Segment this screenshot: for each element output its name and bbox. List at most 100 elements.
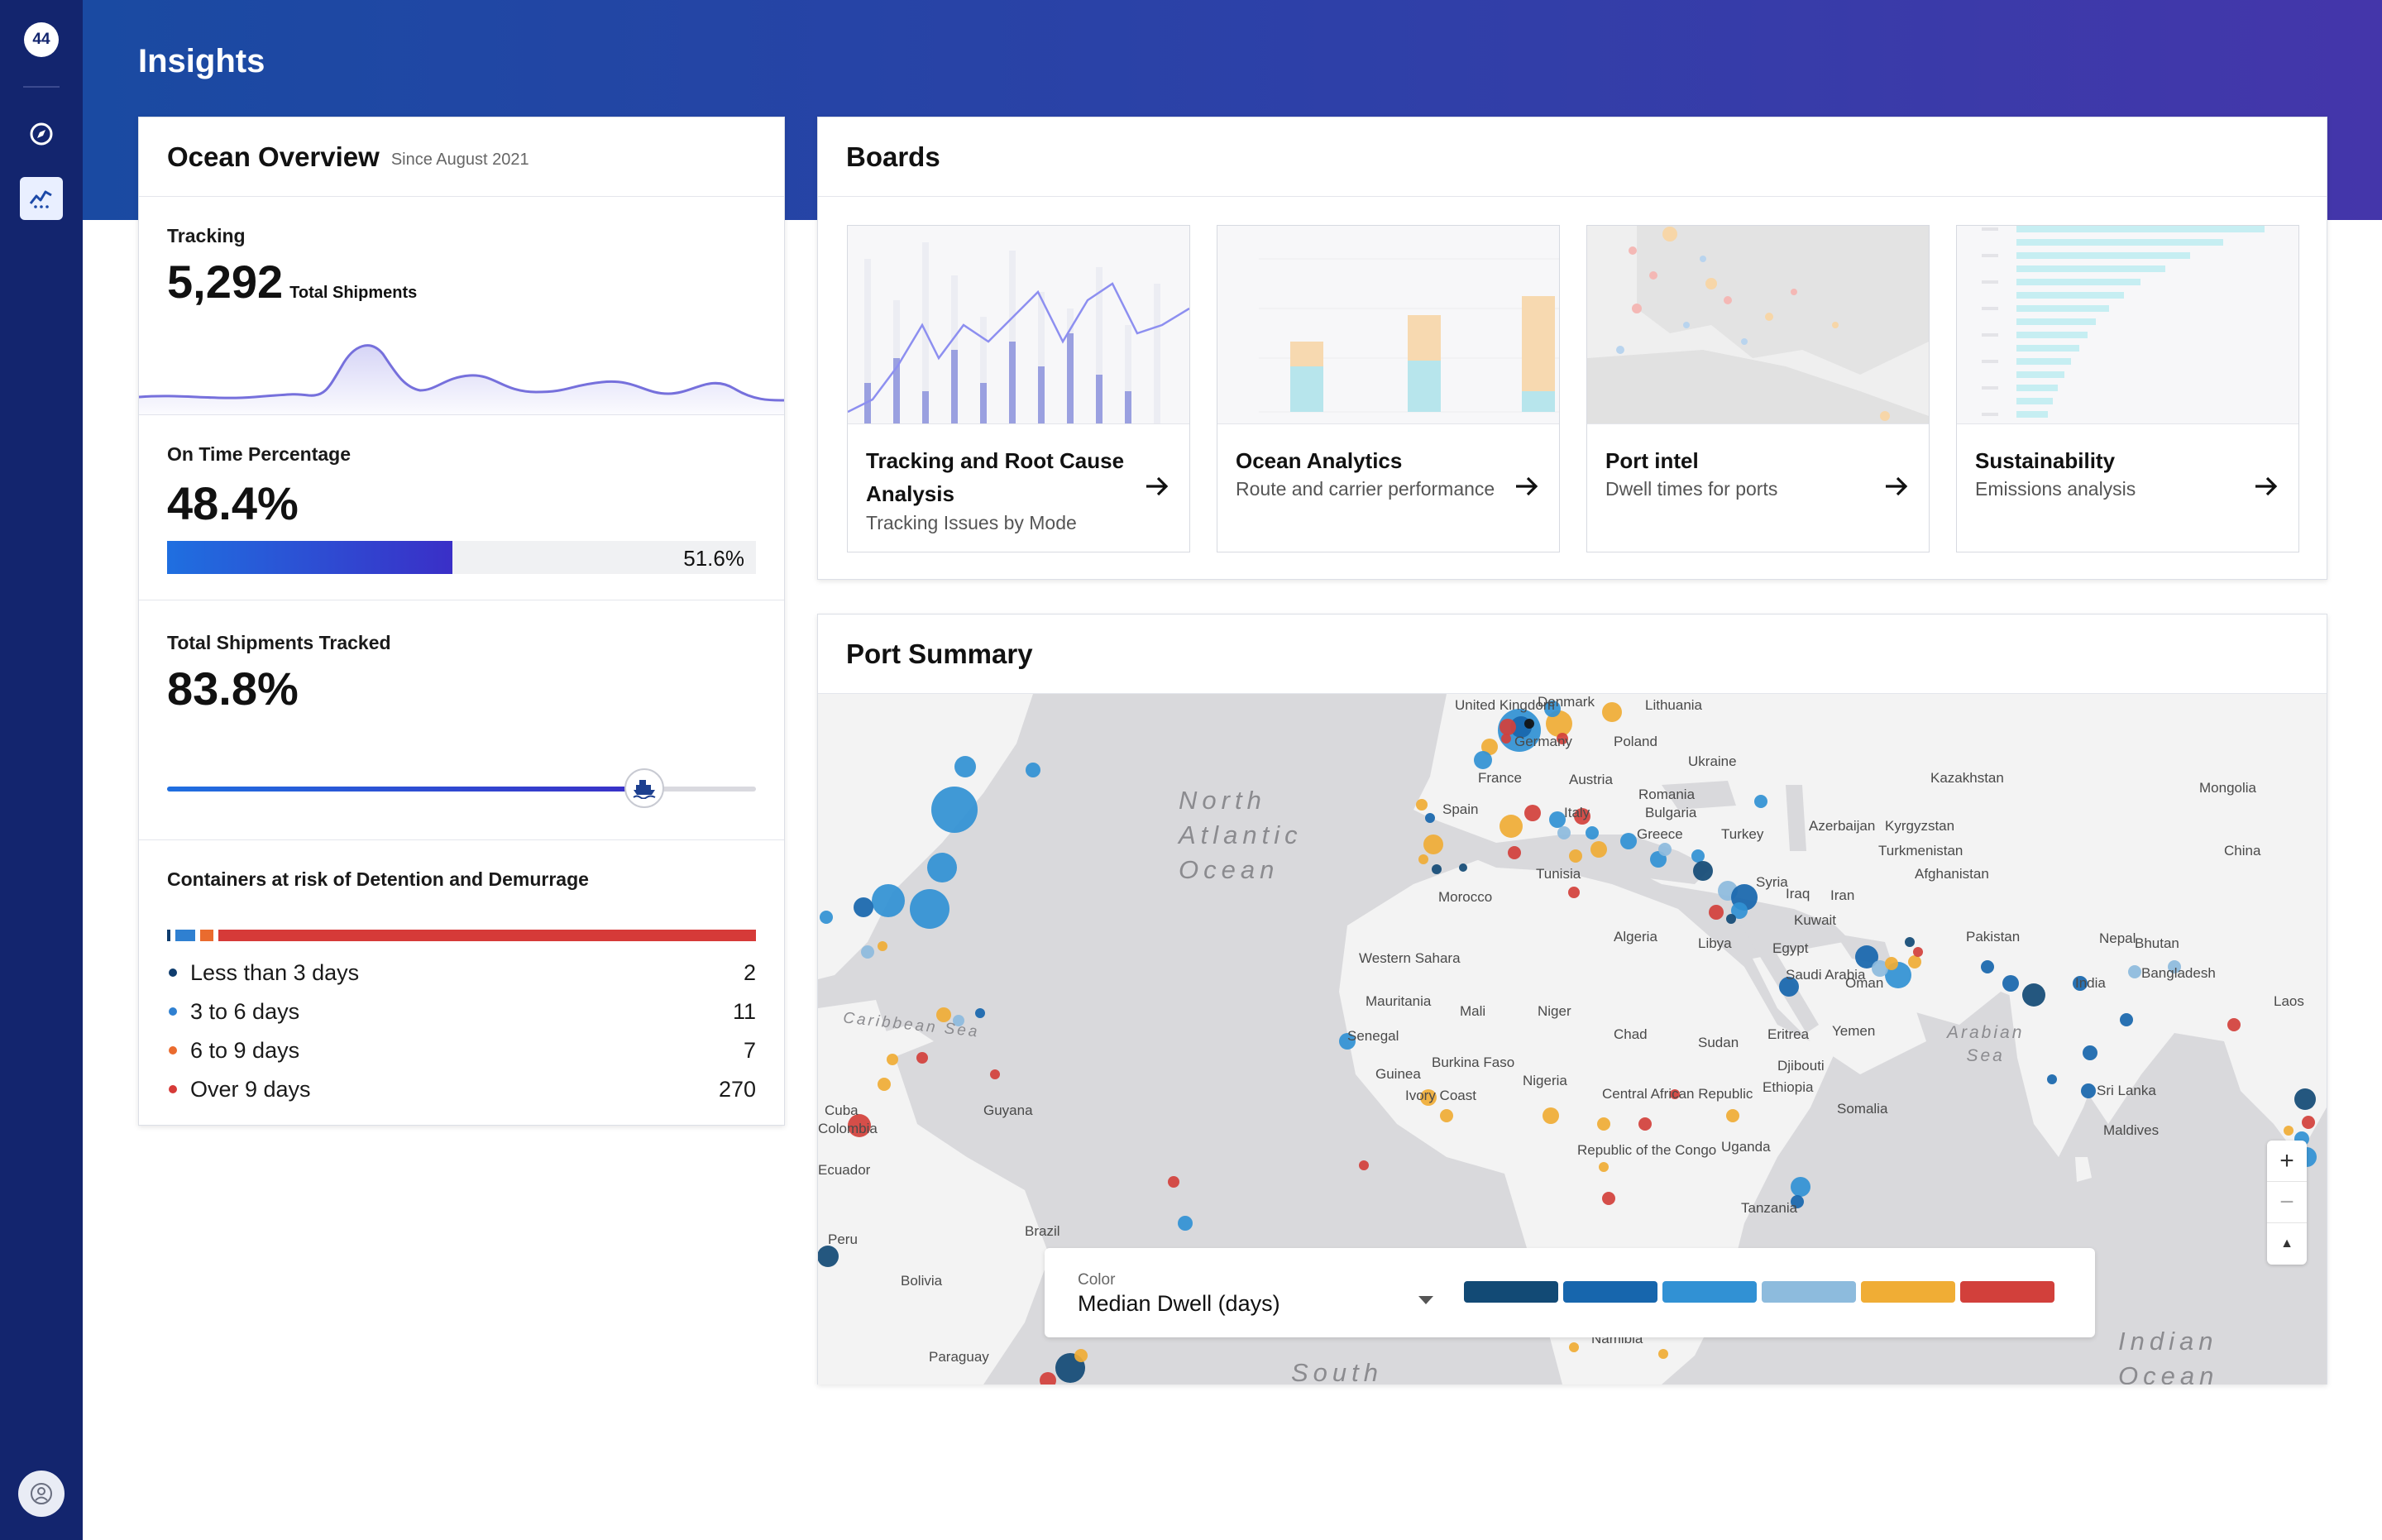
port-marker[interactable] — [1791, 1177, 1810, 1197]
port-marker[interactable] — [848, 1114, 871, 1137]
port-marker[interactable] — [1339, 1033, 1356, 1050]
port-marker[interactable] — [1549, 811, 1566, 828]
risk-row-6-9[interactable]: 6 to 9 days 7 — [167, 1034, 756, 1067]
port-marker[interactable] — [1791, 1195, 1804, 1208]
port-marker[interactable] — [2120, 1013, 2133, 1026]
port-marker[interactable] — [1726, 1109, 1739, 1122]
port-marker[interactable] — [1500, 719, 1516, 735]
port-marker[interactable] — [910, 889, 949, 929]
port-marker[interactable] — [2081, 1083, 2096, 1098]
port-marker[interactable] — [1544, 701, 1561, 717]
port-marker[interactable] — [1658, 843, 1672, 856]
port-marker[interactable] — [975, 1008, 985, 1018]
port-marker[interactable] — [2302, 1116, 2315, 1129]
port-marker[interactable] — [2168, 960, 2181, 973]
port-map[interactable]: North Atlantic Ocean Caribbean Sea Arabian… — [818, 694, 2327, 1385]
port-marker[interactable] — [1885, 957, 1898, 970]
port-marker[interactable] — [954, 756, 976, 777]
chevron-down-icon[interactable] — [1418, 1296, 1433, 1304]
port-marker[interactable] — [1026, 763, 1040, 777]
port-marker[interactable] — [2047, 1074, 2057, 1084]
port-marker[interactable] — [1416, 799, 1428, 811]
port-marker[interactable] — [2002, 975, 2019, 992]
port-marker[interactable] — [1574, 808, 1590, 825]
port-marker[interactable] — [1590, 841, 1607, 858]
port-marker[interactable] — [1425, 813, 1435, 823]
port-marker[interactable] — [1658, 1349, 1668, 1359]
port-marker[interactable] — [1638, 1117, 1652, 1131]
sidebar-item-insights[interactable] — [20, 177, 63, 220]
port-marker[interactable] — [1557, 733, 1568, 744]
port-marker[interactable] — [1423, 835, 1443, 854]
port-marker[interactable] — [1754, 795, 1767, 808]
port-marker[interactable] — [1440, 1109, 1453, 1122]
sidebar-item-tracking[interactable] — [20, 112, 63, 155]
port-marker[interactable] — [1872, 960, 1888, 977]
reset-north-button[interactable]: ▲ — [2280, 1236, 2294, 1251]
port-marker[interactable] — [818, 1246, 839, 1267]
risk-row-less-3[interactable]: Less than 3 days 2 — [167, 956, 756, 989]
port-marker[interactable] — [2227, 1018, 2241, 1031]
port-marker[interactable] — [2073, 976, 2088, 991]
port-marker[interactable] — [1855, 945, 1878, 968]
port-marker[interactable] — [1481, 739, 1498, 755]
port-marker[interactable] — [2022, 983, 2045, 1007]
port-marker[interactable] — [1474, 751, 1492, 769]
port-marker[interactable] — [887, 1054, 898, 1065]
port-marker[interactable] — [872, 884, 905, 917]
board-sustainability[interactable]: Sustainability Emissions analysis — [1956, 225, 2299, 552]
port-marker[interactable] — [931, 787, 978, 833]
port-marker[interactable] — [861, 945, 874, 959]
board-tracking-root-cause[interactable]: Tracking and Root Cause Analysis Trackin… — [847, 225, 1190, 552]
port-marker[interactable] — [1602, 702, 1622, 722]
port-marker[interactable] — [854, 897, 873, 917]
port-marker[interactable] — [1168, 1176, 1179, 1188]
port-marker[interactable] — [2294, 1088, 2316, 1110]
port-marker[interactable] — [1418, 854, 1428, 864]
port-marker[interactable] — [878, 1078, 891, 1091]
port-marker[interactable] — [2284, 1126, 2294, 1136]
port-marker[interactable] — [1602, 1192, 1615, 1205]
risk-row-over-9[interactable]: Over 9 days 270 — [167, 1073, 756, 1106]
arrow-right-icon[interactable] — [1513, 472, 1541, 500]
port-marker[interactable] — [916, 1052, 928, 1064]
arrow-right-icon[interactable] — [1882, 472, 1911, 500]
port-marker[interactable] — [1981, 960, 1994, 973]
port-marker[interactable] — [1508, 846, 1521, 859]
risk-row-3-6[interactable]: 3 to 6 days 11 — [167, 995, 756, 1028]
port-marker[interactable] — [953, 1015, 964, 1026]
tracking-section[interactable]: Tracking 5,292 Total Shipments — [139, 197, 784, 415]
port-marker[interactable] — [1040, 1372, 1056, 1385]
color-metric-select[interactable]: Median Dwell (days) — [1078, 1291, 1280, 1316]
port-marker[interactable] — [1557, 826, 1571, 839]
arrow-right-icon[interactable] — [1143, 472, 1171, 500]
port-marker[interactable] — [878, 941, 887, 951]
zoom-in-button[interactable]: + — [2267, 1141, 2307, 1182]
app-logo[interactable]: 44 — [24, 22, 59, 57]
port-marker[interactable] — [1586, 826, 1599, 839]
port-marker[interactable] — [1074, 1349, 1088, 1362]
port-marker[interactable] — [1524, 719, 1534, 729]
board-port-intel[interactable]: Port intel Dwell times for ports — [1586, 225, 1930, 552]
port-marker[interactable] — [1501, 734, 1511, 744]
port-marker[interactable] — [1432, 864, 1442, 874]
port-marker[interactable] — [1691, 849, 1705, 863]
port-marker[interactable] — [1569, 1342, 1579, 1352]
port-marker[interactable] — [2083, 1045, 2097, 1060]
port-marker[interactable] — [1459, 863, 1467, 872]
port-marker[interactable] — [1543, 1107, 1559, 1124]
port-marker[interactable] — [1178, 1216, 1193, 1231]
port-marker[interactable] — [1913, 947, 1923, 957]
port-marker[interactable] — [1670, 1089, 1680, 1099]
port-marker[interactable] — [1726, 914, 1736, 924]
zoom-out-button[interactable]: − — [2267, 1182, 2307, 1223]
tracked-section[interactable]: Total Shipments Tracked 83.8% — [139, 600, 784, 840]
port-marker[interactable] — [1620, 833, 1637, 849]
port-marker[interactable] — [2128, 965, 2141, 978]
port-marker[interactable] — [1500, 815, 1523, 838]
port-marker[interactable] — [1568, 887, 1580, 898]
port-marker[interactable] — [1905, 937, 1915, 947]
on-time-section[interactable]: On Time Percentage 48.4% 51.6% — [139, 415, 784, 600]
port-marker[interactable] — [1908, 955, 1921, 968]
port-marker[interactable] — [1569, 849, 1582, 863]
